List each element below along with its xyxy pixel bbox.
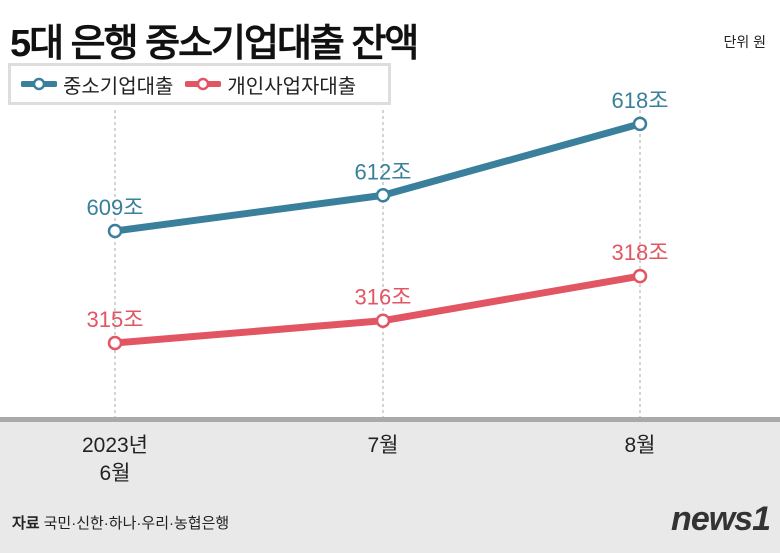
x-tick-label: 2023년 6월 (81, 434, 149, 485)
data-label: 316조 (355, 285, 412, 310)
data-label: 315조 (87, 307, 144, 332)
legend-label: 중소기업대출 (63, 75, 174, 98)
data-label: 609조 (87, 195, 144, 220)
data-label: 618조 (612, 88, 669, 113)
unit-label: 단위 원 (723, 34, 766, 50)
x-tick-label: 8월 (624, 434, 656, 457)
data-point (107, 223, 123, 239)
data-point (107, 335, 123, 351)
legend-item: 중소기업대출 (21, 70, 173, 99)
data-label: 612조 (355, 159, 412, 184)
x-tick-label: 7월 (367, 434, 399, 457)
legend: 중소기업대출 개인사업자대출 (8, 63, 391, 105)
chart-title: 5대 은행 중소기업대출 잔액 (10, 23, 419, 65)
legend-item: 개인사업자대출 (185, 70, 356, 99)
source: 자료 국민·신한·하나·우리·농협은행 (12, 512, 229, 533)
x-axis-band (0, 419, 780, 553)
data-point (632, 268, 648, 284)
data-label: 318조 (612, 240, 669, 265)
source-text: 국민·신한·하나·우리·농협은행 (43, 515, 230, 532)
data-point (375, 313, 391, 328)
data-point (375, 188, 391, 203)
x-axis-line (0, 417, 780, 422)
legend-label: 개인사업자대출 (227, 75, 357, 98)
data-point (632, 116, 648, 132)
news1-logo: news1 (671, 500, 771, 538)
source-label: 자료 (12, 515, 40, 532)
